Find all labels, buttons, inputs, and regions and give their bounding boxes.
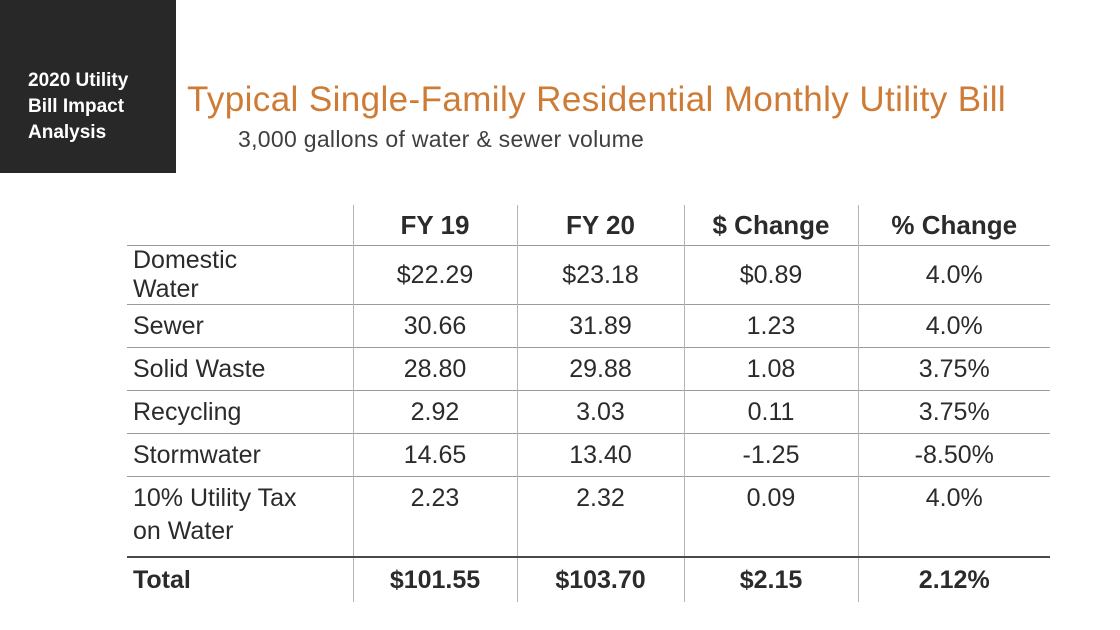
cell-pct-change: 4.0% — [857, 476, 1050, 557]
row-label: Stormwater — [127, 433, 353, 477]
cell-fy20: 3.03 — [516, 390, 684, 434]
table-row-sewer: Sewer 30.66 31.89 1.23 4.0% — [127, 304, 1050, 348]
slide-title: Typical Single-Family Residential Monthl… — [187, 80, 1007, 119]
table-row-stormwater: Stormwater 14.65 13.40 -1.25 -8.50% — [127, 433, 1050, 477]
cell-pct-change: 4.0% — [857, 245, 1050, 305]
row-label: Recycling — [127, 390, 353, 434]
cell-pct-change: 4.0% — [857, 304, 1050, 348]
header-dollar-change: $ Change — [683, 205, 858, 246]
total-fy19: $101.55 — [352, 556, 517, 602]
cell-fy20: 2.32 — [516, 476, 684, 557]
table-row-solid-waste: Solid Waste 28.80 29.88 1.08 3.75% — [127, 347, 1050, 391]
cell-dollar-change: 0.09 — [683, 476, 858, 557]
cell-dollar-change: 1.23 — [683, 304, 858, 348]
cell-dollar-change: -1.25 — [683, 433, 858, 477]
total-dollar-change: $2.15 — [683, 556, 858, 602]
cell-dollar-change: $0.89 — [683, 245, 858, 305]
cell-pct-change: 3.75% — [857, 347, 1050, 391]
analysis-badge: 2020 Utility Bill Impact Analysis — [0, 0, 176, 173]
total-fy20: $103.70 — [516, 556, 684, 602]
cell-dollar-change: 1.08 — [683, 347, 858, 391]
cell-dollar-change: 0.11 — [683, 390, 858, 434]
cell-fy19: 30.66 — [352, 304, 517, 348]
cell-fy20: 29.88 — [516, 347, 684, 391]
row-label: Domestic Water — [127, 245, 353, 305]
row-label: Sewer — [127, 304, 353, 348]
row-label: Solid Waste — [127, 347, 353, 391]
table-row-recycling: Recycling 2.92 3.03 0.11 3.75% — [127, 390, 1050, 434]
header-fy20: FY 20 — [516, 205, 684, 246]
cell-fy20: 13.40 — [516, 433, 684, 477]
table-row-domestic-water: Domestic Water $22.29 $23.18 $0.89 4.0% — [127, 245, 1050, 305]
analysis-badge-text: 2020 Utility Bill Impact Analysis — [28, 70, 129, 143]
table-header-row: FY 19 FY 20 $ Change % Change — [127, 205, 1050, 246]
row-label: 10% Utility Tax on Water — [127, 476, 353, 557]
cell-fy19: 2.23 — [352, 476, 517, 557]
table-row-utility-tax: 10% Utility Tax on Water 2.23 2.32 0.09 … — [127, 476, 1050, 557]
slide-subtitle: 3,000 gallons of water & sewer volume — [238, 126, 645, 152]
cell-fy19: 2.92 — [352, 390, 517, 434]
table-row-total: Total $101.55 $103.70 $2.15 2.12% — [127, 556, 1050, 602]
total-pct-change: 2.12% — [857, 556, 1050, 602]
header-pct-change: % Change — [857, 205, 1050, 246]
total-label: Total — [127, 556, 353, 602]
header-empty — [127, 205, 353, 246]
cell-fy19: 14.65 — [352, 433, 517, 477]
cell-fy20: $23.18 — [516, 245, 684, 305]
cell-pct-change: -8.50% — [857, 433, 1050, 477]
cell-fy20: 31.89 — [516, 304, 684, 348]
cell-pct-change: 3.75% — [857, 390, 1050, 434]
header-fy19: FY 19 — [352, 205, 517, 246]
cell-fy19: $22.29 — [352, 245, 517, 305]
cell-fy19: 28.80 — [352, 347, 517, 391]
utility-bill-table: FY 19 FY 20 $ Change % Change Domestic W… — [127, 205, 1050, 602]
